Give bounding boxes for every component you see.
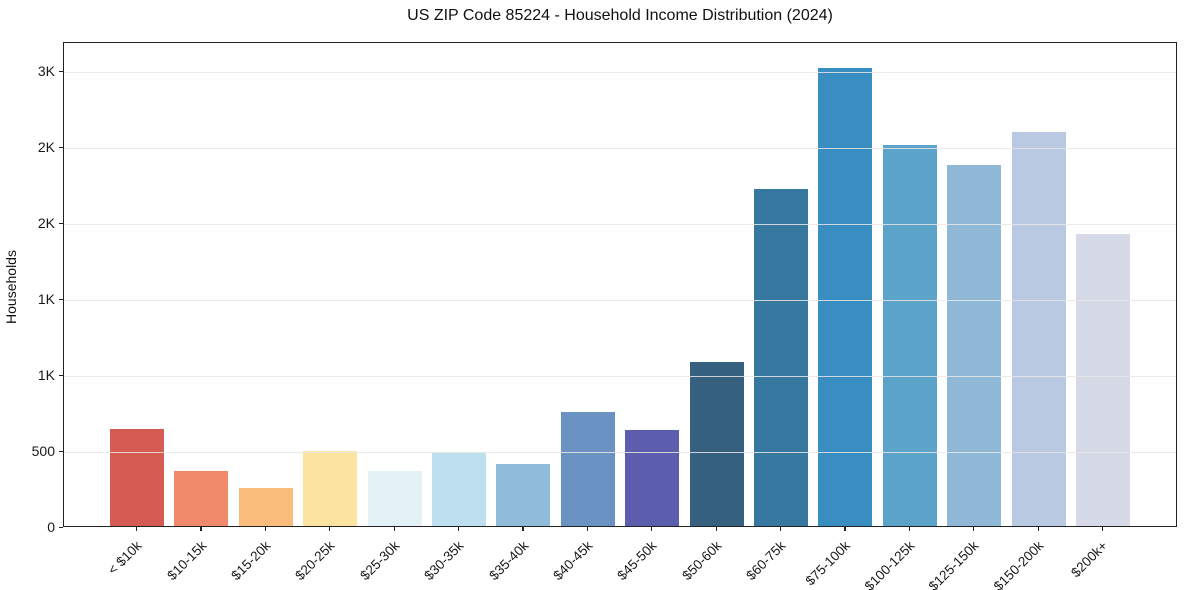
gridline bbox=[64, 147, 1176, 149]
x-tick-mark bbox=[264, 527, 266, 531]
chart-title: US ZIP Code 85224 - Household Income Dis… bbox=[407, 7, 833, 24]
y-tick-mark bbox=[59, 70, 63, 73]
y-tick-mark bbox=[59, 450, 63, 453]
gridline bbox=[64, 375, 1176, 377]
x-tick-mark bbox=[329, 527, 331, 531]
y-tick-mark bbox=[59, 146, 63, 149]
y-tick-mark bbox=[59, 298, 63, 301]
bar bbox=[367, 470, 422, 526]
x-tick-mark bbox=[780, 527, 782, 531]
bar bbox=[560, 412, 615, 526]
x-tick-label: $40-45k bbox=[550, 538, 596, 584]
bar bbox=[754, 189, 808, 526]
bar bbox=[882, 145, 937, 526]
y-axis-label: Households bbox=[3, 250, 19, 324]
gridline bbox=[64, 451, 1176, 453]
x-tick-label: $35-40k bbox=[485, 538, 531, 584]
x-tick-label: $150-200k bbox=[990, 538, 1047, 590]
x-tick-label: $60-75k bbox=[743, 538, 789, 584]
y-tick-label: 2K bbox=[37, 138, 55, 155]
x-tick-mark bbox=[393, 527, 395, 531]
bar bbox=[818, 68, 873, 526]
x-tick-label: $50-60k bbox=[679, 538, 725, 584]
x-tick-label: < $10k bbox=[105, 538, 145, 578]
y-tick-mark bbox=[59, 222, 63, 225]
x-tick-label: $30-35k bbox=[421, 538, 467, 584]
bar bbox=[1011, 132, 1066, 526]
x-tick-mark bbox=[973, 527, 975, 531]
x-tick-mark bbox=[136, 527, 138, 531]
plot-area bbox=[63, 42, 1177, 527]
y-tick-mark bbox=[59, 374, 63, 377]
x-tick-mark bbox=[908, 527, 910, 531]
bar bbox=[238, 488, 293, 526]
bar bbox=[625, 430, 680, 526]
x-tick-label: $10-15k bbox=[163, 538, 209, 584]
bar bbox=[174, 471, 229, 526]
bar bbox=[947, 164, 1002, 526]
y-tick-mark bbox=[59, 527, 63, 529]
y-tick-label: 1K bbox=[37, 290, 55, 307]
x-tick-label: $125-150k bbox=[926, 538, 982, 590]
x-tick-label: $15-20k bbox=[228, 538, 274, 584]
x-tick-label: $100-125k bbox=[861, 538, 918, 590]
x-tick-mark bbox=[458, 527, 460, 531]
x-tick-label: $75-100k bbox=[802, 538, 853, 589]
bar bbox=[432, 451, 486, 526]
gridline bbox=[64, 71, 1176, 73]
x-tick-label: $25-30k bbox=[357, 538, 403, 584]
y-tick-label: 3K bbox=[37, 62, 55, 79]
x-tick-mark bbox=[844, 527, 846, 531]
y-tick-label: 0 bbox=[47, 519, 55, 535]
x-tick-label: $20-25k bbox=[292, 538, 338, 584]
x-tick-mark bbox=[1102, 527, 1104, 531]
gridline bbox=[64, 223, 1176, 225]
bar bbox=[1076, 234, 1130, 526]
bar bbox=[496, 464, 551, 526]
y-tick-label: 500 bbox=[31, 442, 55, 459]
x-tick-label: $200k+ bbox=[1068, 538, 1111, 581]
x-tick-label: $45-50k bbox=[614, 538, 660, 584]
x-tick-mark bbox=[715, 527, 717, 531]
x-tick-mark bbox=[200, 527, 202, 531]
y-tick-label: 1K bbox=[37, 366, 55, 383]
x-tick-mark bbox=[651, 527, 653, 531]
x-tick-mark bbox=[586, 527, 588, 531]
gridline bbox=[64, 299, 1176, 301]
bar bbox=[110, 428, 164, 526]
x-tick-mark bbox=[522, 527, 524, 531]
bar bbox=[689, 361, 744, 526]
bar bbox=[303, 450, 358, 526]
x-tick-mark bbox=[1037, 527, 1039, 531]
y-tick-label: 2K bbox=[37, 214, 55, 231]
